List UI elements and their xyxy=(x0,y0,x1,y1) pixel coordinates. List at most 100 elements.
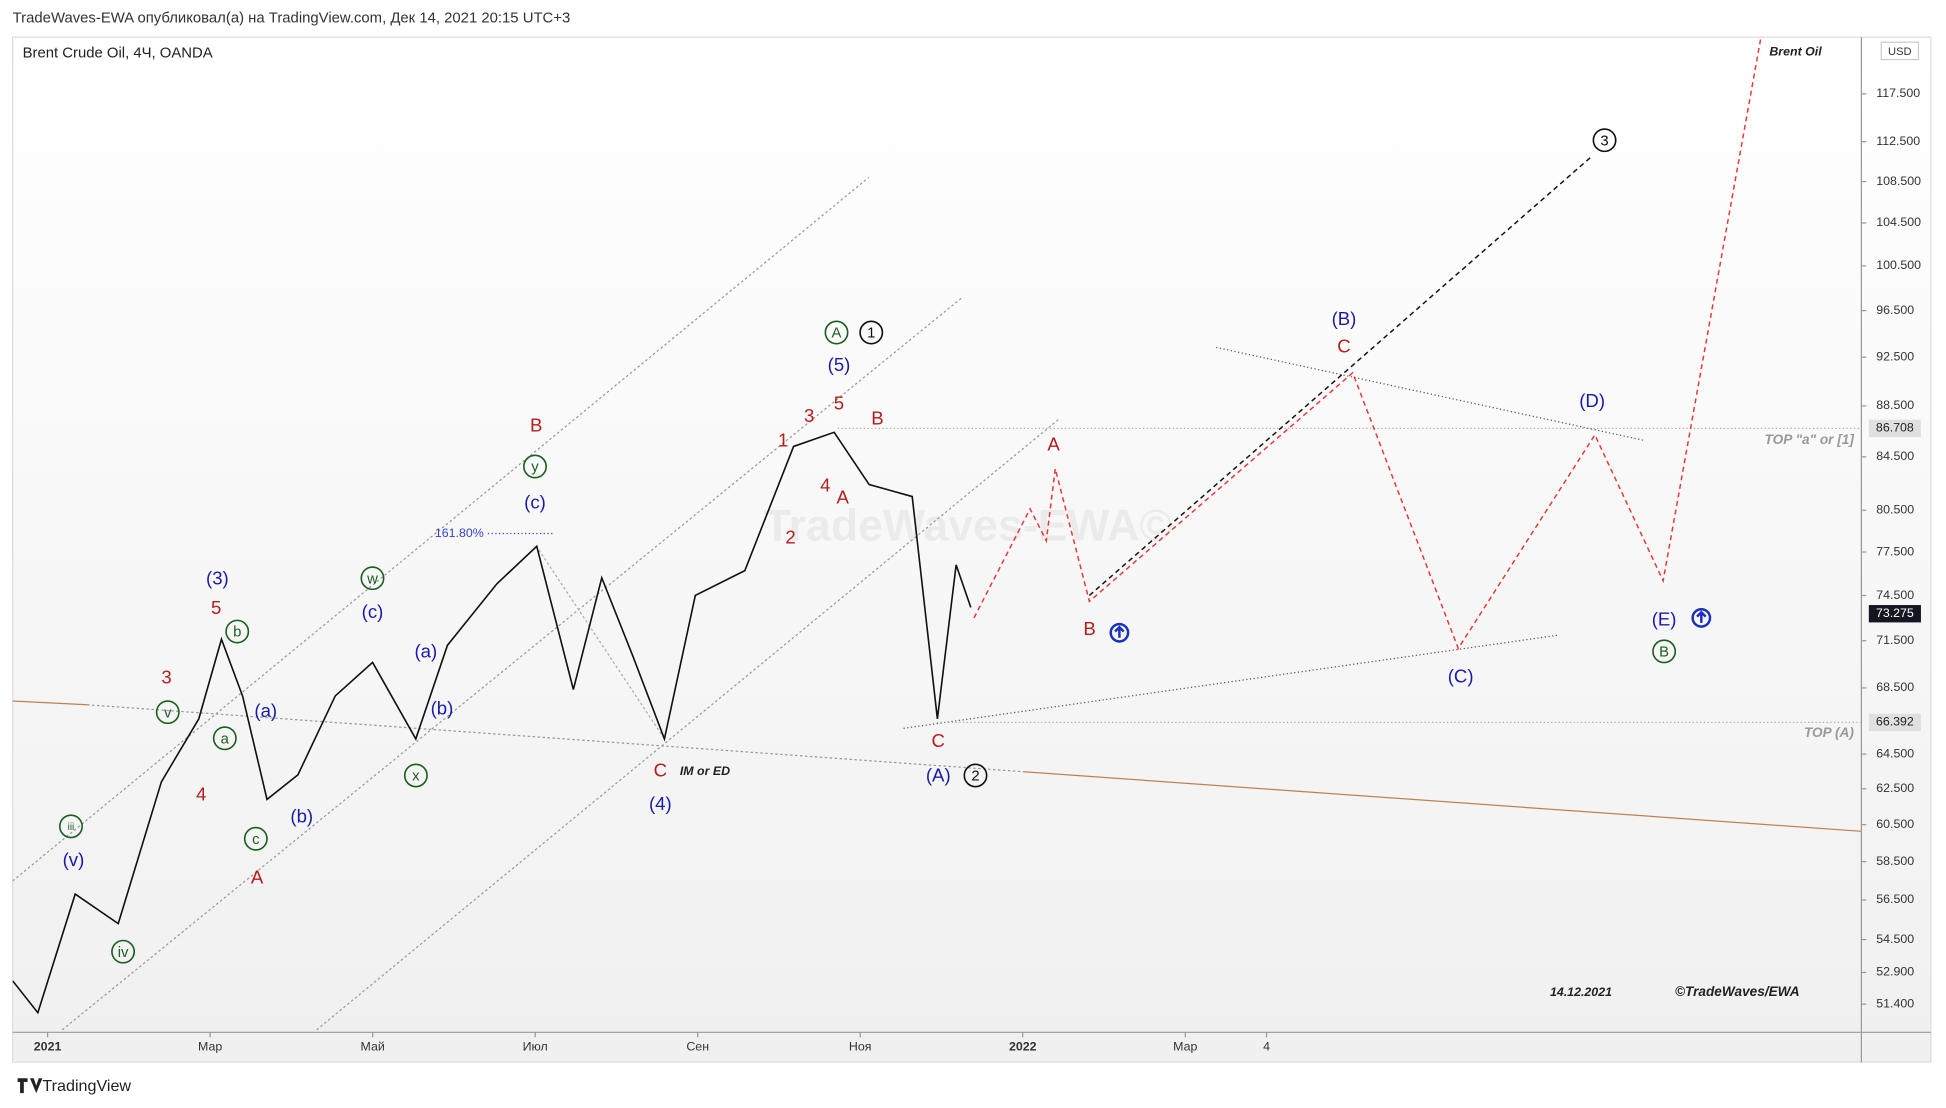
wave-label: C xyxy=(1337,335,1350,356)
plot-area xyxy=(12,37,1862,1015)
x-tick-label: Ноя xyxy=(849,1039,872,1053)
currency-box xyxy=(1880,41,1920,61)
wave-circle xyxy=(360,566,385,591)
wave-label: 3 xyxy=(161,667,171,688)
y-tick-label: 52.900 xyxy=(1876,965,1914,979)
wave-circle xyxy=(403,763,428,788)
wave-label: v xyxy=(164,705,172,721)
chart-title: Brent Crude Oil, 4Ч, OANDA xyxy=(23,45,213,61)
currency: USD xyxy=(1888,46,1912,58)
wave-label: A xyxy=(837,487,850,508)
note: IM or ED xyxy=(680,764,730,778)
wave-label: B xyxy=(1659,645,1669,661)
y-tick-label: 112.500 xyxy=(1876,134,1920,148)
wave-label: 1 xyxy=(867,326,875,342)
wave-circle xyxy=(1592,128,1617,153)
wave-label: (D) xyxy=(1579,390,1605,411)
price-marker-label: 73.275 xyxy=(1876,606,1914,620)
wave-label: y xyxy=(531,460,539,476)
y-tick-label: 88.500 xyxy=(1876,398,1914,412)
drawings xyxy=(12,176,1862,1031)
wave-label: iv xyxy=(118,945,129,961)
wave-label: c xyxy=(252,832,260,848)
x-tick-label: 2021 xyxy=(34,1039,62,1053)
trend-line xyxy=(1023,771,1862,832)
y-tick-label: 84.500 xyxy=(1876,449,1914,463)
wave-label: (E) xyxy=(1652,608,1677,629)
wave-label: 4 xyxy=(820,474,830,495)
wave-label: (A) xyxy=(926,765,951,786)
x-tick-label: Мар xyxy=(198,1039,222,1053)
x-tick-label: Сен xyxy=(686,1039,709,1053)
arrow-icon xyxy=(1109,622,1130,643)
wave-label: 2 xyxy=(971,769,979,785)
wave-label: C xyxy=(932,730,945,751)
channel-line xyxy=(316,418,1060,1031)
copyright: ©TradeWaves/EWA xyxy=(1675,984,1800,999)
y-tick-label: 92.500 xyxy=(1876,349,1914,363)
wave-label: (a) xyxy=(414,641,437,662)
symbol-label: Brent Oil xyxy=(1769,44,1822,58)
wave-label: (a) xyxy=(254,700,277,721)
wave-label: (b) xyxy=(290,806,313,827)
wave-label: B xyxy=(1083,618,1095,639)
wave-label: (3) xyxy=(206,567,229,588)
wave-circle xyxy=(1652,639,1677,664)
y-tick-label: 68.500 xyxy=(1876,680,1914,694)
wave-circle xyxy=(859,320,884,345)
series-line xyxy=(12,431,972,1015)
watermark: TradeWaves-EWA© xyxy=(764,501,1173,550)
y-tick-label: 54.500 xyxy=(1876,932,1914,946)
price-marker-label: 86.708 xyxy=(1876,421,1914,435)
wave-circle xyxy=(225,619,250,644)
channel-line xyxy=(12,176,870,882)
y-tick-label: 71.500 xyxy=(1876,633,1914,647)
price-marker xyxy=(1868,713,1921,732)
wave-label: x xyxy=(412,769,420,785)
wave-label: 1 xyxy=(778,430,788,451)
wave-label: (4) xyxy=(649,793,672,814)
wave-label: (c) xyxy=(524,492,546,513)
y-tick-label: 56.500 xyxy=(1876,892,1914,906)
wave-circle xyxy=(58,814,83,839)
resistance-line xyxy=(1216,346,1645,442)
y-tick-label: 62.500 xyxy=(1876,781,1914,795)
wave-label: (B) xyxy=(1332,308,1357,329)
y-tick-label: 58.500 xyxy=(1876,854,1914,868)
wave-label: A xyxy=(251,866,264,887)
wave-circle xyxy=(111,939,136,964)
wave-label: B xyxy=(530,415,542,436)
y-tick-label: 108.500 xyxy=(1876,174,1921,188)
wave-label: (C) xyxy=(1448,665,1474,686)
x-tick-label: Июл xyxy=(523,1039,548,1053)
wave-label: A xyxy=(832,326,842,342)
wave-label: 4 xyxy=(196,783,206,804)
wave-label: A xyxy=(1047,433,1060,454)
y-tick-label: 80.500 xyxy=(1876,502,1914,516)
y-tick-label: 60.500 xyxy=(1876,817,1914,831)
wave-label: iii xyxy=(68,822,75,833)
price-marker-label: 66.392 xyxy=(1876,715,1914,729)
wave-circle xyxy=(523,454,547,479)
wave-label: 3 xyxy=(1600,133,1608,149)
wave-circle xyxy=(155,700,180,725)
price-marker xyxy=(1868,419,1921,438)
y-tick-label: 117.500 xyxy=(1876,86,1920,100)
series-line xyxy=(973,37,1762,651)
wave-label: 2 xyxy=(785,526,795,547)
footer: TradingView xyxy=(42,1077,131,1095)
chart-frame xyxy=(12,36,1932,1063)
wave-label: 3 xyxy=(804,405,814,426)
wave-label: b xyxy=(233,625,241,641)
wave-label: (5) xyxy=(828,354,851,375)
wave-label: (v) xyxy=(63,849,85,870)
header: TradeWaves-EWA опубликовал(а) на Trading… xyxy=(13,11,571,27)
x-tick-label: 4 xyxy=(1263,1039,1270,1053)
wave-label: B xyxy=(871,407,883,428)
level-label: TOP "a" or [1] xyxy=(1765,432,1855,447)
wave-label: (c) xyxy=(362,601,384,622)
wave-circle xyxy=(963,763,988,788)
y-tick-label: 100.500 xyxy=(1876,258,1921,272)
y-tick-label: 64.500 xyxy=(1876,746,1914,760)
